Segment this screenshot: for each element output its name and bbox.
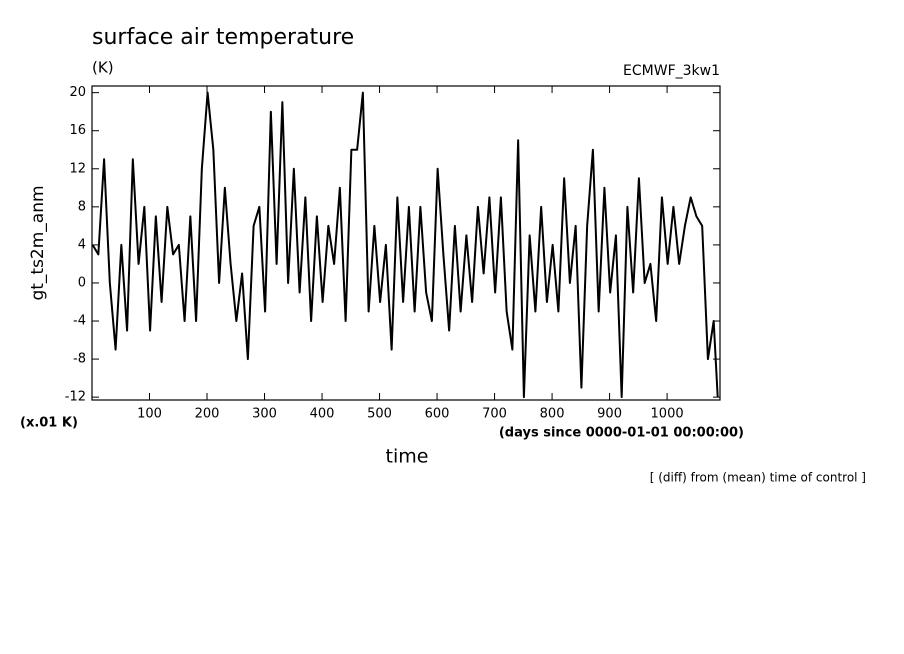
- footnote: [ (diff) from (mean) time of control ]: [650, 471, 866, 485]
- y-tick-label: 12: [69, 161, 86, 176]
- x-tick-label: 900: [597, 407, 622, 422]
- y-tick-label: -8: [73, 352, 86, 367]
- chart-title: surface air temperature: [92, 25, 354, 50]
- units: (K): [92, 59, 114, 77]
- x-tick-label: 1000: [651, 407, 684, 422]
- source: ECMWF_3kw1: [623, 63, 720, 79]
- y-tick-label: 20: [69, 85, 86, 100]
- y-tick-label: 16: [69, 123, 86, 138]
- x-tick-label: 400: [310, 407, 335, 422]
- x-tick-label: 500: [367, 407, 392, 422]
- x-tick-label: 600: [425, 407, 450, 422]
- x-tick-label: 300: [252, 407, 277, 422]
- y-tick-label: -4: [73, 314, 86, 329]
- data-line: [91, 91, 719, 399]
- y-tick-label: 0: [78, 275, 86, 290]
- x-tick-label: 200: [195, 407, 220, 422]
- x-units: (days since 0000-01-01 00:00:00): [499, 426, 744, 441]
- x-tick-label: 700: [482, 407, 507, 422]
- y-tick-label: 4: [78, 237, 86, 252]
- y-axis-label: gt_ts2m_anm: [28, 185, 48, 300]
- y-scale-note: (x.01 K): [20, 416, 78, 431]
- x-tick-label: 800: [540, 407, 565, 422]
- y-tick-label: 8: [78, 199, 86, 214]
- y-tick-label: -12: [65, 390, 86, 405]
- x-axis-label: time: [386, 446, 429, 468]
- plot-frame: [91, 85, 721, 401]
- x-tick-label: 100: [137, 407, 162, 422]
